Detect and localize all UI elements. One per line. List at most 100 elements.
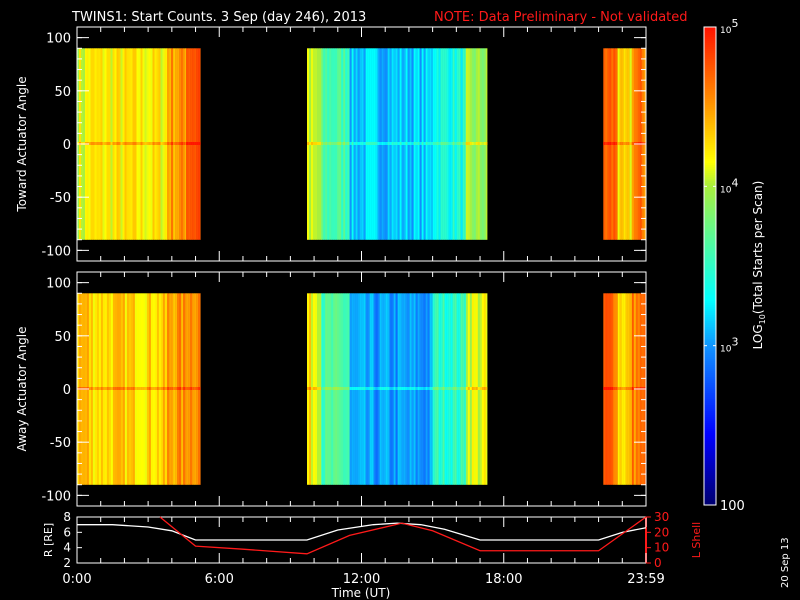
- spectrogram-zero-band: [185, 387, 187, 390]
- spectrogram-zero-band: [134, 142, 137, 145]
- colorbar-swatch: [704, 55, 716, 58]
- colorbar-swatch: [704, 235, 716, 238]
- spectrogram-zero-band: [112, 387, 116, 390]
- spectrogram-zero-band: [359, 142, 362, 145]
- spectrogram-zero-band: [164, 142, 167, 145]
- spectrogram-zero-band: [130, 142, 133, 145]
- spectrogram-zero-band: [405, 387, 408, 390]
- colorbar-swatch: [704, 257, 716, 260]
- spectrogram-zero-band: [623, 142, 626, 145]
- y-tick-label: 100: [46, 32, 71, 47]
- spectrogram-zero-band: [625, 142, 628, 145]
- colorbar-swatch: [704, 139, 716, 142]
- toward-ylabel: Toward Actuator Angle: [15, 76, 29, 212]
- spectrogram-zero-band: [353, 142, 356, 145]
- spectrogram-zero-band: [413, 387, 416, 390]
- spectrogram-zero-band: [471, 387, 475, 390]
- colorbar-swatch: [704, 307, 716, 310]
- spectrogram-zero-band: [317, 142, 320, 145]
- y-tick-label: -100: [41, 244, 71, 259]
- spectrogram-zero-band: [116, 387, 120, 390]
- spectrogram-zero-band: [419, 142, 422, 145]
- colorbar-swatch: [704, 301, 716, 304]
- spectrogram-zero-band: [381, 387, 384, 390]
- spectrogram-zero-band: [625, 387, 628, 390]
- spectrogram-zero-band: [479, 387, 483, 390]
- spectrogram-zero-band: [190, 142, 193, 145]
- spectrogram-zero-band: [186, 142, 189, 145]
- spectrogram-zero-band: [464, 387, 467, 390]
- colorbar-swatch: [704, 479, 716, 482]
- spectrogram-zero-band: [377, 142, 380, 145]
- colorbar-swatch: [704, 117, 716, 120]
- colorbar-swatch: [704, 225, 716, 228]
- spectrogram-zero-band: [369, 142, 372, 145]
- colorbar-swatch: [704, 175, 716, 178]
- colorbar-swatch: [704, 155, 716, 158]
- colorbar-swatch: [704, 373, 716, 376]
- spectrogram-zero-band: [371, 387, 374, 390]
- spectrogram-zero-band: [319, 387, 322, 390]
- colorbar-swatch: [704, 415, 716, 418]
- spectrogram-zero-band: [419, 387, 422, 390]
- colorbar-swatch: [704, 169, 716, 172]
- colorbar-swatch: [704, 131, 716, 134]
- spectrogram-zero-band: [425, 387, 428, 390]
- spectrogram-zero-band: [96, 387, 100, 390]
- spectrogram-zero-band: [403, 387, 406, 390]
- colorbar-swatch: [704, 105, 716, 108]
- colorbar-swatch: [704, 403, 716, 406]
- spectrogram-zero-band: [104, 142, 107, 145]
- spectrogram-zero-band: [327, 387, 330, 390]
- spectrogram-zero-band: [464, 142, 467, 145]
- colorbar-swatch: [704, 475, 716, 478]
- spectrogram-zero-band: [436, 142, 439, 145]
- spectrogram-zero-band: [126, 142, 129, 145]
- colorbar-swatch: [704, 487, 716, 490]
- colorbar-swatch: [704, 357, 716, 360]
- spectrogram-zero-band: [411, 387, 414, 390]
- spectrogram-zero-band: [605, 387, 608, 390]
- spectrogram-zero-band: [102, 142, 105, 145]
- colorbar-swatch: [704, 435, 716, 438]
- spectrogram-zero-band: [436, 387, 439, 390]
- spectrogram-zero-band: [186, 387, 189, 390]
- colorbar-swatch: [704, 151, 716, 154]
- spectrogram-zero-band: [605, 142, 608, 145]
- spectrogram-zero-band: [194, 142, 197, 145]
- spectrogram-zero-band: [615, 142, 618, 145]
- spectrogram-zero-band: [377, 387, 380, 390]
- colorbar-swatch: [704, 143, 716, 146]
- spectrogram-zero-band: [469, 142, 473, 145]
- colorbar-tick-label: 105: [720, 17, 738, 36]
- y-tick-label: -50: [50, 436, 71, 451]
- spectrogram-zero-band: [617, 387, 618, 390]
- spectrogram-zero-band: [617, 387, 620, 390]
- spectrogram-zero-band: [383, 142, 386, 145]
- spectrogram-zero-band: [128, 387, 132, 390]
- colorbar-swatch: [704, 179, 716, 182]
- spectrogram-zero-band: [621, 142, 624, 145]
- away-angle-panel: 100 50 0 -50 -100: [41, 271, 647, 507]
- spectrogram-zero-band: [434, 142, 437, 145]
- spectrogram-zero-band: [327, 142, 330, 145]
- spectrogram-zero-band: [146, 142, 149, 145]
- spectrogram-zero-band: [126, 387, 130, 390]
- colorbar-swatch: [704, 123, 716, 126]
- colorbar-swatch: [704, 407, 716, 410]
- spectrogram-zero-band: [387, 387, 390, 390]
- spectrogram-zero-band: [171, 387, 174, 390]
- spectrogram-zero-band: [106, 142, 109, 145]
- colorbar-swatch: [704, 299, 716, 302]
- colorbar-swatch: [704, 223, 716, 226]
- colorbar-swatch: [704, 473, 716, 476]
- spectrogram-zero-band: [181, 387, 184, 390]
- spectrogram-zero-band: [196, 142, 199, 145]
- colorbar-swatch: [704, 503, 716, 506]
- radius-tick-label: 2: [63, 556, 71, 570]
- colorbar-swatch: [704, 387, 716, 390]
- spectrogram-zero-band: [116, 142, 119, 145]
- spectrogram-zero-band: [329, 142, 332, 145]
- spectrogram-zero-band: [196, 387, 199, 390]
- colorbar-swatch: [704, 433, 716, 436]
